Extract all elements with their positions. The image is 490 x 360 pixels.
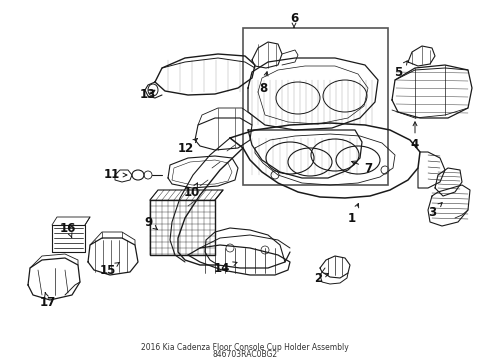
Text: 13: 13 [140,89,156,102]
Text: 12: 12 [178,139,197,154]
Text: 16: 16 [60,221,76,237]
Text: 846703RAC0BG2: 846703RAC0BG2 [213,350,277,359]
Text: 6: 6 [290,12,298,27]
Text: 15: 15 [100,262,119,276]
Text: 7: 7 [352,161,372,175]
Text: 2: 2 [314,271,328,284]
Text: 17: 17 [40,293,56,309]
Text: 3: 3 [428,203,442,219]
Bar [243,28,388,185]
Text: 8: 8 [259,72,268,94]
Text: 10: 10 [184,183,200,199]
Text: 1: 1 [348,203,359,225]
Text: 5: 5 [394,61,407,80]
Text: 11: 11 [104,168,127,181]
Text: 2016 Kia Cadenza Floor Console Cup Holder Assembly: 2016 Kia Cadenza Floor Console Cup Holde… [141,343,349,352]
Text: 4: 4 [411,122,419,152]
Text: 14: 14 [214,261,237,274]
Text: 9: 9 [144,216,157,229]
